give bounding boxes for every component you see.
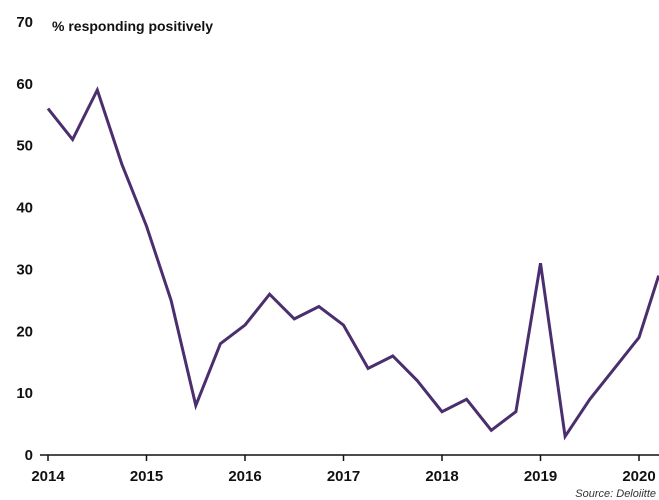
x-tick-label: 2015 [130,468,163,485]
x-tick-label: 2014 [31,468,65,485]
x-tick-label: 2018 [425,468,458,485]
y-tick-label: 70 [16,14,33,31]
y-tick-label: 10 [16,385,33,402]
series-line [46,86,659,441]
y-tick-label: 60 [16,76,33,93]
y-tick-label: 0 [25,447,33,464]
source-note: Source: Deloiitte [575,488,656,500]
x-tick-label: 2020 [622,468,655,485]
y-tick-label: 40 [16,200,33,217]
y-tick-label: 20 [16,323,33,340]
x-axis-tickmarks [47,455,640,461]
x-tick-label: 2016 [228,468,261,485]
x-tick-label: 2019 [524,468,557,485]
y-axis-ticks: 0 10 20 30 40 50 60 70 [16,14,33,464]
y-tick-label: 50 [16,138,33,155]
x-axis-ticks: 2014 2015 2016 2017 2018 2019 2020 [31,468,655,485]
x-tick-label: 2017 [327,468,360,485]
y-tick-label: 30 [16,261,33,278]
y-axis-label: % responding positively [52,18,213,34]
